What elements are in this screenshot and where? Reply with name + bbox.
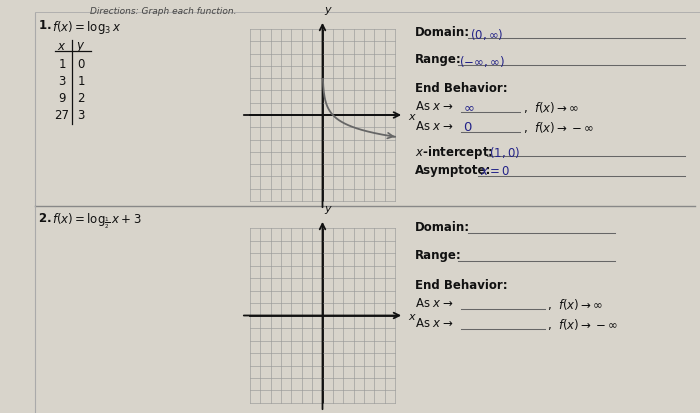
Text: As $x \to$: As $x \to$ (415, 296, 454, 309)
Text: $(-\infty,\infty)$: $(-\infty,\infty)$ (459, 54, 505, 69)
Text: 9: 9 (58, 92, 66, 105)
Text: 27: 27 (55, 109, 69, 122)
Text: $0$: $0$ (463, 121, 473, 134)
Text: ,  $f(x) \to \infty$: , $f(x) \to \infty$ (523, 100, 580, 115)
Text: $y$: $y$ (325, 5, 333, 17)
Text: $x$: $x$ (408, 312, 417, 322)
Text: Domain:: Domain: (415, 26, 470, 39)
Text: 2: 2 (77, 92, 85, 105)
Text: End Behavior:: End Behavior: (415, 82, 508, 95)
Text: $y$: $y$ (76, 40, 85, 54)
Text: End Behavior:: End Behavior: (415, 278, 508, 291)
Text: $\mathbf{1.}$: $\mathbf{1.}$ (38, 19, 52, 32)
Text: $\infty$: $\infty$ (463, 101, 475, 114)
Text: As $x \to$: As $x \to$ (415, 120, 454, 133)
Text: ,  $f(x) \to -\infty$: , $f(x) \to -\infty$ (547, 316, 618, 331)
Text: $x$-intercept:: $x$-intercept: (415, 144, 493, 161)
Text: $x$: $x$ (57, 40, 66, 53)
Text: 0: 0 (77, 58, 85, 71)
Text: $f(x) = \log_3 x$: $f(x) = \log_3 x$ (52, 19, 121, 36)
Text: ,  $f(x) \to \infty$: , $f(x) \to \infty$ (547, 296, 603, 311)
Text: $f(x) = \log_{\frac{1}{2}} x + 3$: $f(x) = \log_{\frac{1}{2}} x + 3$ (52, 211, 141, 231)
Text: As $x \to$: As $x \to$ (415, 100, 454, 113)
Text: $\mathbf{2.}$: $\mathbf{2.}$ (38, 211, 52, 224)
Text: $x=0$: $x=0$ (480, 165, 510, 178)
Text: Domain:: Domain: (415, 221, 470, 233)
Text: Asymptote:: Asymptote: (415, 164, 491, 177)
Text: 3: 3 (77, 109, 85, 122)
Text: $y$: $y$ (325, 204, 333, 216)
Text: $(1,0)$: $(1,0)$ (489, 145, 520, 159)
Text: Range:: Range: (415, 248, 462, 261)
Text: $(0,\infty)$: $(0,\infty)$ (470, 27, 503, 42)
Text: $x$: $x$ (408, 112, 417, 122)
Text: Directions: Graph each function.: Directions: Graph each function. (90, 7, 237, 16)
Text: As $x \to$: As $x \to$ (415, 316, 454, 329)
Text: Range:: Range: (415, 53, 462, 66)
Text: 1: 1 (58, 58, 66, 71)
Text: ,  $f(x) \to -\infty$: , $f(x) \to -\infty$ (523, 120, 594, 135)
Text: 1: 1 (77, 75, 85, 88)
Text: 3: 3 (58, 75, 66, 88)
